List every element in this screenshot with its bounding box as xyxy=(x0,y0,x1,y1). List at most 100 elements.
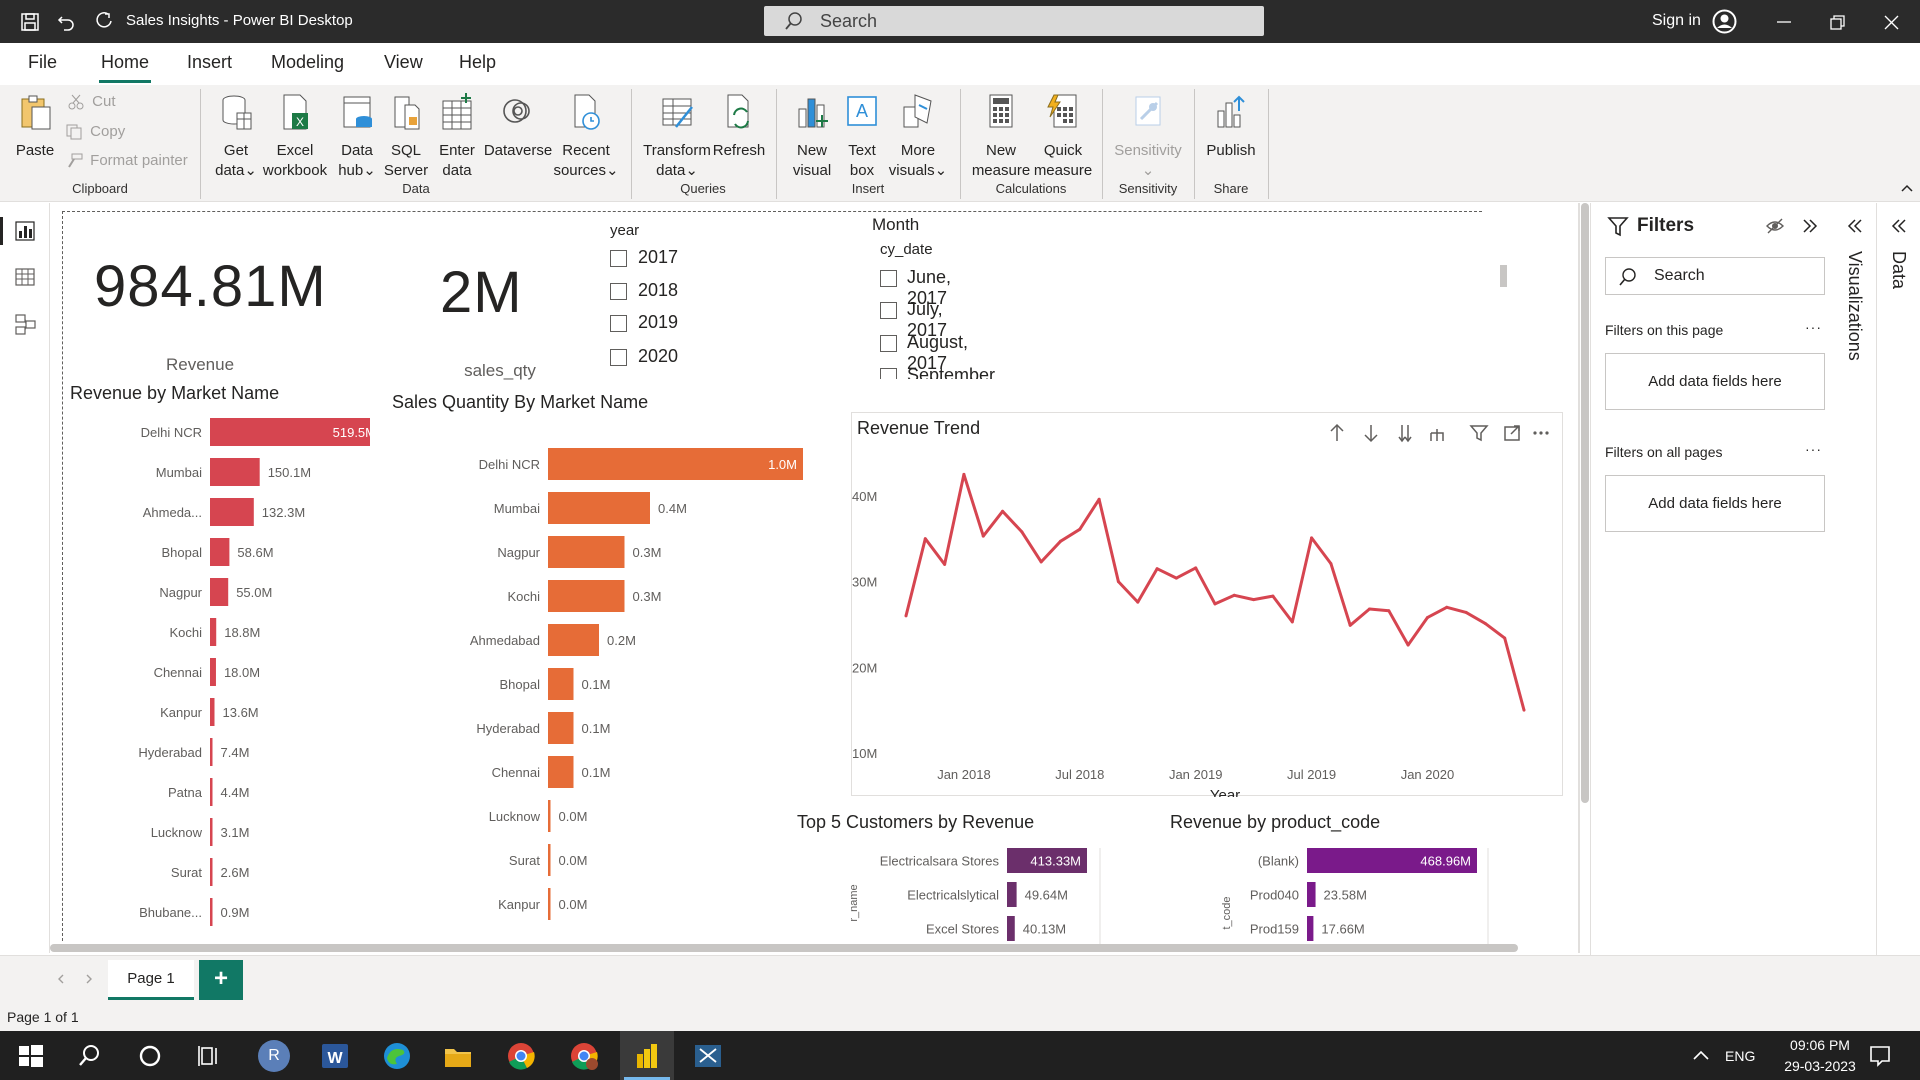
enter-data-button[interactable]: Enter data xyxy=(432,93,482,181)
checkbox[interactable] xyxy=(610,283,627,300)
excel-workbook-button[interactable]: X Excel workbook xyxy=(262,93,328,181)
text-box-button[interactable]: A Text box xyxy=(838,93,886,181)
chrome-icon[interactable] xyxy=(505,1040,537,1072)
filter-icon[interactable] xyxy=(1469,425,1489,442)
expand-pane-icon[interactable] xyxy=(1846,217,1864,235)
sql-server-button[interactable]: SQL Server xyxy=(381,93,431,181)
clock-time[interactable]: 09:06 PM xyxy=(1790,1037,1850,1053)
file-explorer-icon[interactable] xyxy=(442,1040,474,1072)
paste-button[interactable]: Paste xyxy=(10,93,60,161)
close-icon[interactable] xyxy=(1884,15,1900,31)
product-code-chart[interactable]: t_code (Blank) 468.96M Prod040 23.58M Prod159… xyxy=(1162,848,1492,945)
menu-home[interactable]: Home xyxy=(101,52,150,72)
task-view-icon[interactable] xyxy=(194,1040,226,1072)
new-measure-button[interactable]: New measure xyxy=(968,93,1034,181)
dataverse-button[interactable]: Dataverse xyxy=(482,93,554,161)
search-box[interactable]: Search xyxy=(764,6,1264,36)
account-icon[interactable] xyxy=(1712,9,1737,34)
expand-hierarchy-icon[interactable] xyxy=(1430,429,1444,441)
report-view-icon[interactable] xyxy=(14,220,36,242)
language-indicator[interactable]: ENG xyxy=(1725,1048,1756,1064)
windows-start-icon[interactable] xyxy=(15,1040,47,1072)
chevron-up-icon[interactable] xyxy=(1692,1049,1710,1061)
eye-hidden-icon[interactable] xyxy=(1765,217,1785,235)
checkbox[interactable] xyxy=(880,368,897,379)
restore-icon[interactable] xyxy=(1830,15,1846,31)
word-icon[interactable]: W xyxy=(318,1040,350,1072)
page-filters-drop-zone[interactable]: Add data fields here xyxy=(1605,353,1825,410)
canvas-hscroll-thumb[interactable] xyxy=(50,944,1518,952)
model-view-icon[interactable] xyxy=(14,313,36,335)
edge-icon[interactable] xyxy=(381,1040,413,1072)
focus-mode-icon[interactable] xyxy=(1504,425,1520,441)
publish-button[interactable]: Publish xyxy=(1200,93,1262,161)
ribbon-separator xyxy=(200,89,201,199)
x-tick-label: Jul 2019 xyxy=(1287,767,1336,782)
more-options-icon[interactable]: ··· xyxy=(1805,319,1822,335)
checkbox[interactable] xyxy=(610,349,627,366)
revenue-card[interactable]: 984.81M Revenue xyxy=(80,233,326,374)
checkbox[interactable] xyxy=(880,335,897,352)
menu-modeling[interactable]: Modeling xyxy=(271,52,345,72)
more-visuals-button[interactable]: More visuals⌄ xyxy=(886,93,950,181)
category-label: Chennai xyxy=(492,765,541,780)
collapse-ribbon-icon[interactable] xyxy=(1900,183,1914,193)
more-options-icon[interactable] xyxy=(1533,431,1549,435)
data-hub-button[interactable]: Data hub⌄ xyxy=(332,93,382,181)
menu-help[interactable]: Help xyxy=(459,52,497,72)
quick-measure-button[interactable]: Quick measure xyxy=(1030,93,1096,181)
sensitivity-button[interactable]: Sensitivity ⌄ xyxy=(1110,93,1186,181)
chevron-right-icon[interactable] xyxy=(84,973,94,985)
table-view-icon[interactable] xyxy=(14,266,36,288)
chevron-left-icon[interactable] xyxy=(56,973,66,985)
cut-button[interactable]: Cut xyxy=(68,93,116,110)
menu-insert[interactable]: Insert xyxy=(187,52,233,72)
sales-qty-card[interactable]: 2M sales_qty xyxy=(410,233,610,380)
checkbox[interactable] xyxy=(610,250,627,267)
drill-up-icon[interactable] xyxy=(1330,423,1344,441)
search-icon[interactable] xyxy=(74,1040,106,1072)
power-bi-icon[interactable] xyxy=(631,1040,663,1072)
refresh-button[interactable]: Refresh xyxy=(712,93,766,161)
sensitivity-group-label: Sensitivity xyxy=(1118,181,1178,196)
revenue-by-market-chart[interactable]: Delhi NCR 519.5M Mumbai 150.1M Ahmeda... 132.… xyxy=(70,415,370,945)
undo-icon[interactable] xyxy=(56,11,76,31)
revenue-trend-visual[interactable]: Revenue Trend 40M 30M 20M 10M Jan 2018 Jul 20… xyxy=(851,412,1563,797)
slicer-scrollbar[interactable] xyxy=(1500,265,1507,287)
redo-icon[interactable] xyxy=(94,11,114,31)
get-data-button[interactable]: Get data⌄ xyxy=(208,93,264,181)
new-visual-button[interactable]: New visual xyxy=(786,93,838,181)
data-pane-tab[interactable]: Data xyxy=(1889,251,1909,290)
add-page-button[interactable]: + xyxy=(199,960,243,1000)
all-pages-filters-drop-zone[interactable]: Add data fields here xyxy=(1605,475,1825,532)
sign-in-link[interactable]: Sign in xyxy=(1652,12,1701,29)
checkbox[interactable] xyxy=(880,270,897,287)
visualizations-pane-tab[interactable]: Visualizations xyxy=(1845,251,1865,361)
format-painter-button[interactable]: Format painter xyxy=(66,152,188,169)
avatar[interactable]: R xyxy=(258,1040,290,1072)
drill-down-icon[interactable] xyxy=(1364,425,1378,443)
expand-all-down-icon[interactable] xyxy=(1398,425,1412,443)
clock-date[interactable]: 29-03-2023 xyxy=(1784,1058,1856,1074)
page-tab-1[interactable]: Page 1 xyxy=(108,960,194,1000)
sales-qty-by-market-chart[interactable]: Delhi NCR 1.0M Mumbai 0.4M Nagpur 0.3M Kochi 0.… xyxy=(390,433,810,945)
checkbox[interactable] xyxy=(610,315,627,332)
filters-search-input[interactable]: Search xyxy=(1605,257,1825,295)
recent-sources-button[interactable]: Recent sources⌄ xyxy=(552,93,620,181)
minimize-icon[interactable] xyxy=(1777,20,1793,24)
snipping-tool-icon[interactable] xyxy=(692,1040,724,1072)
save-icon[interactable] xyxy=(20,12,40,32)
more-options-icon[interactable]: ··· xyxy=(1805,441,1822,457)
transform-data-button[interactable]: Transform data⌄ xyxy=(640,93,714,181)
checkbox[interactable] xyxy=(880,302,897,319)
expand-pane-icon[interactable] xyxy=(1890,217,1908,235)
notification-center-icon[interactable] xyxy=(1868,1044,1892,1068)
menu-file[interactable]: File xyxy=(28,52,58,72)
canvas-vscroll-thumb[interactable] xyxy=(1581,203,1589,803)
collapse-pane-icon[interactable] xyxy=(1801,217,1819,235)
top-customers-chart[interactable]: r_name Electricalsara Stores 413.33M Electr… xyxy=(792,848,1122,945)
copy-button[interactable]: Copy xyxy=(66,123,125,140)
chrome-profile-icon[interactable] xyxy=(568,1040,600,1072)
menu-view[interactable]: View xyxy=(384,52,423,72)
cortana-icon[interactable] xyxy=(134,1040,166,1072)
